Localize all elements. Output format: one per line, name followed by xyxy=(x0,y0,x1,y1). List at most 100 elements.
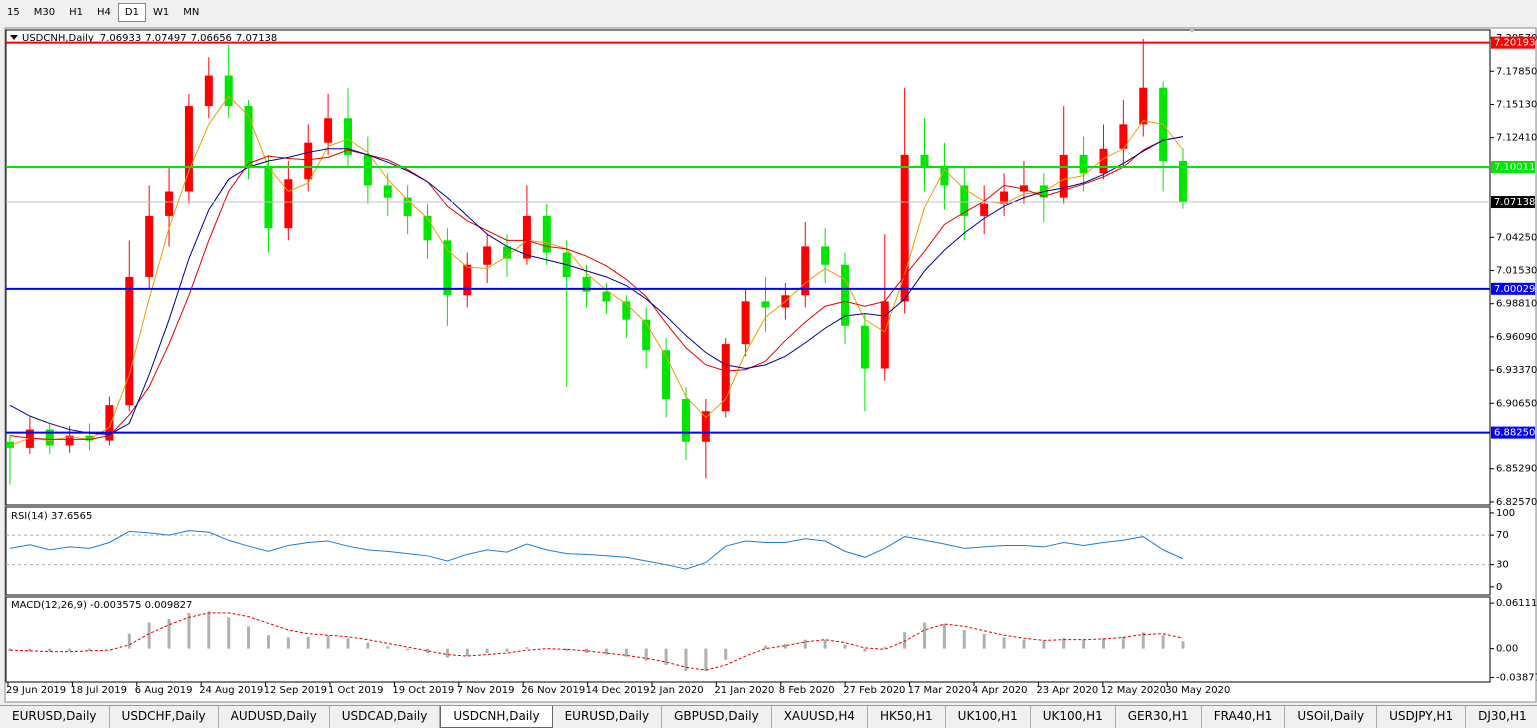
level-label: 7.10011 xyxy=(1494,162,1535,173)
candle-body xyxy=(343,118,352,155)
symbol-tab[interactable]: HK50,H1 xyxy=(868,706,946,728)
level-label: 7.07138 xyxy=(1494,197,1535,208)
x-tick-label: 21 Jan 2020 xyxy=(714,685,774,696)
symbol-tab[interactable]: GER30,H1 xyxy=(1116,706,1202,728)
rsi-tick-label: 70 xyxy=(1496,530,1509,541)
collapse-icon xyxy=(10,35,18,40)
candle-body xyxy=(662,350,671,400)
candle-body xyxy=(264,167,273,229)
symbol-tab[interactable]: USOil,Daily xyxy=(1285,706,1378,728)
candle-body xyxy=(701,411,710,442)
candle-body xyxy=(244,106,253,168)
timeframe-button[interactable]: 15 xyxy=(7,7,20,18)
x-tick-label: 23 Apr 2020 xyxy=(1036,685,1098,696)
rsi-tick-label: 0 xyxy=(1496,582,1502,593)
symbol-tab[interactable]: FRA40,H1 xyxy=(1202,706,1286,728)
candle-body xyxy=(1000,191,1009,204)
x-tick-label: 14 Dec 2019 xyxy=(586,685,650,696)
close: 7.07138 xyxy=(236,33,277,44)
candle-body xyxy=(860,325,869,369)
y-tick-label: 6.82570 xyxy=(1496,497,1537,508)
candle-body xyxy=(1099,148,1108,174)
rsi-tick-label: 30 xyxy=(1496,560,1509,571)
candle-body xyxy=(681,399,690,442)
symbol-tab[interactable]: USDCHF,Daily xyxy=(110,706,219,728)
candle-body xyxy=(145,215,154,277)
y-tick-label: 7.04250 xyxy=(1496,232,1537,243)
high: 7.07497 xyxy=(145,33,186,44)
x-tick-label: 2 Jan 2020 xyxy=(650,685,704,696)
timeframe-button[interactable]: M30 xyxy=(33,7,56,18)
y-tick-label: 7.12410 xyxy=(1496,133,1537,144)
x-tick-label: 18 Jul 2019 xyxy=(70,685,127,696)
timeframe-button[interactable]: H1 xyxy=(69,7,83,18)
symbol-tab[interactable]: USDJPY,H1 xyxy=(1377,706,1467,728)
candle-body xyxy=(284,179,293,229)
candle-body xyxy=(1079,154,1088,174)
candle-body xyxy=(383,185,392,198)
y-tick-label: 7.01530 xyxy=(1496,265,1537,276)
symbol-tab[interactable]: EURUSD,Daily xyxy=(553,706,663,728)
symbol: USDCNH,Daily xyxy=(22,33,94,44)
candle-body xyxy=(602,291,611,302)
candle-body xyxy=(1019,185,1028,192)
macd-tick-label: -0.038777 xyxy=(1496,673,1537,684)
symbol-tab[interactable]: USDCNH,Daily xyxy=(440,706,553,728)
candle-body xyxy=(85,435,94,441)
symbol-tab[interactable]: UK100,H1 xyxy=(1031,706,1116,728)
candle-body xyxy=(304,142,313,180)
candle-body xyxy=(324,118,333,143)
symbol-tab[interactable]: EURUSD,Daily xyxy=(0,706,110,728)
low: 7.06656 xyxy=(191,33,232,44)
rsi-pane xyxy=(5,506,1491,596)
x-tick-label: 30 May 2020 xyxy=(1165,685,1230,696)
x-tick-label: 7 Nov 2019 xyxy=(457,685,515,696)
symbol-tab[interactable]: UK100,H1 xyxy=(946,706,1031,728)
candle-body xyxy=(363,154,372,186)
candle-body xyxy=(25,429,34,448)
level-label-box xyxy=(1491,282,1535,295)
candle-body xyxy=(443,240,452,296)
symbol-tab[interactable]: XAUUSD,H4 xyxy=(772,706,869,728)
candle-body xyxy=(1059,154,1068,198)
candle-body xyxy=(801,246,810,296)
level-label: 6.88250 xyxy=(1494,428,1535,439)
candle-body xyxy=(542,215,551,253)
candle-body xyxy=(920,154,929,168)
candle-body xyxy=(761,301,770,308)
symbol-tab[interactable]: GBPUSD,Daily xyxy=(662,706,772,728)
candle-body xyxy=(45,429,54,446)
x-tick-label: 17 Mar 2020 xyxy=(908,685,971,696)
candle-body xyxy=(224,75,233,107)
timeframe-button[interactable]: H4 xyxy=(96,7,111,18)
y-tick-label: 6.98810 xyxy=(1496,299,1537,310)
chart-window: USDCNH,Daily 7.06933 7.07497 7.06656 7.07138… xyxy=(4,27,1537,703)
x-tick-label: 24 Aug 2019 xyxy=(199,685,263,696)
candle-body xyxy=(1119,124,1128,149)
rsi-line xyxy=(9,530,1184,570)
candle-body xyxy=(741,301,750,345)
rsi-title: RSI(14) 37.6565 xyxy=(11,511,92,522)
candle-body xyxy=(503,246,512,259)
macd-title: MACD(12,26,9) -0.003575 0.009827 xyxy=(11,600,192,611)
macd-tick-label: 0.00 xyxy=(1496,644,1518,655)
symbol-tab[interactable]: AUDUSD,Daily xyxy=(219,706,330,728)
x-tick-label: 19 Oct 2019 xyxy=(392,685,454,696)
candle-body xyxy=(403,197,412,216)
level-label: 7.20193 xyxy=(1494,38,1535,49)
level-label: 7.00029 xyxy=(1494,284,1535,295)
candle-body xyxy=(940,167,949,186)
candle-body xyxy=(125,276,134,406)
timeframe-button[interactable]: MN xyxy=(183,7,200,18)
candle-body xyxy=(721,344,730,412)
y-tick-label: 6.85290 xyxy=(1496,464,1537,475)
y-tick-label: 6.90650 xyxy=(1496,398,1537,409)
candle-body xyxy=(622,301,631,320)
symbol-tab[interactable]: DJ30,H1 xyxy=(1466,706,1537,728)
timeframe-button[interactable]: W1 xyxy=(152,7,170,18)
macd-signal xyxy=(9,612,1184,671)
candle-body xyxy=(841,264,850,326)
symbol-tab[interactable]: USDCAD,Daily xyxy=(330,706,441,728)
timeframe-button[interactable]: D1 xyxy=(117,3,146,22)
x-tick-label: 8 Feb 2020 xyxy=(779,685,835,696)
